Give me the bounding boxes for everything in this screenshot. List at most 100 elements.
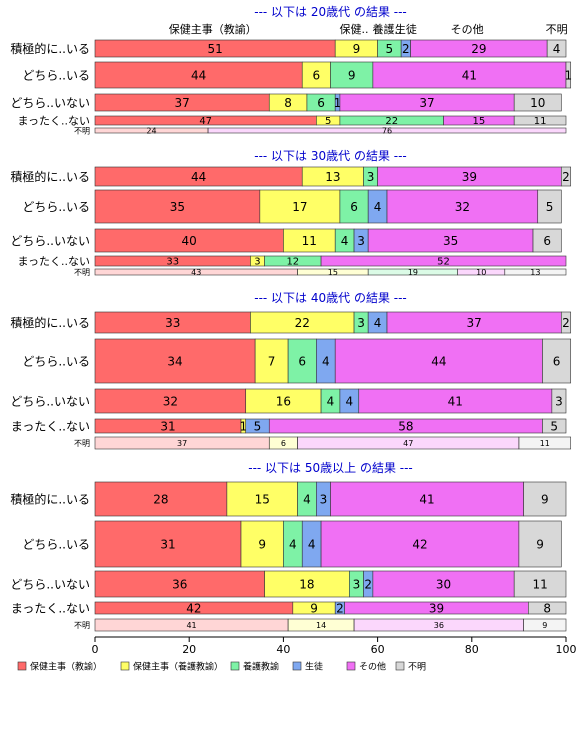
data-label: 2 bbox=[402, 42, 410, 56]
data-label: 33 bbox=[165, 316, 180, 330]
bar-segment-2 bbox=[264, 570, 350, 598]
data-label: 51 bbox=[207, 42, 222, 56]
bar-segment-6 bbox=[537, 189, 562, 224]
bar-segment-6 bbox=[542, 338, 572, 384]
data-label: 3 bbox=[357, 234, 365, 248]
bar-segment-2 bbox=[226, 481, 298, 517]
legend-item: 不明 bbox=[408, 662, 426, 673]
data-label: 41 bbox=[419, 492, 434, 506]
data-label: 22 bbox=[295, 316, 310, 330]
data-label: 3 bbox=[353, 577, 361, 591]
bar-segment-6 bbox=[546, 39, 567, 58]
bar-segment-6 bbox=[504, 268, 567, 276]
legend-swatch bbox=[292, 661, 302, 671]
data-label: 4 bbox=[341, 234, 349, 248]
column-header: 保健.. bbox=[340, 22, 369, 36]
data-label: 4 bbox=[303, 492, 311, 506]
data-label: 29 bbox=[471, 42, 486, 56]
data-label: 5 bbox=[325, 116, 331, 127]
data-label: 36 bbox=[434, 621, 444, 630]
row-label: どちら..いない bbox=[10, 577, 90, 591]
bar-segment-2 bbox=[254, 338, 289, 384]
data-label: 12 bbox=[286, 257, 299, 268]
bar-segment-6 bbox=[542, 418, 567, 434]
bar-segment-6 bbox=[523, 618, 567, 632]
bar-segment-6 bbox=[523, 481, 567, 517]
row-label: まったく..ない bbox=[17, 255, 90, 268]
row-label: 積極的に..いる bbox=[10, 491, 90, 506]
data-label: 9 bbox=[310, 601, 318, 615]
bar-segment-6 bbox=[565, 61, 572, 89]
data-label: 6 bbox=[298, 354, 306, 368]
data-label: 47 bbox=[403, 439, 413, 448]
legend-swatch bbox=[120, 661, 130, 671]
bar-segment-6 bbox=[518, 436, 572, 450]
legend-item: 保健主事（教諭） bbox=[30, 661, 102, 673]
data-label: 42 bbox=[412, 537, 427, 551]
bar-segment-2 bbox=[301, 61, 331, 89]
bar-segment-6 bbox=[513, 115, 567, 126]
data-label: 4 bbox=[346, 394, 354, 408]
data-label: 37 bbox=[467, 316, 482, 330]
data-label: 39 bbox=[429, 601, 444, 615]
data-label: 15 bbox=[472, 116, 485, 127]
panel-title: --- 以下は 40歳代 の結果 --- bbox=[254, 291, 407, 305]
x-tick-label: 100 bbox=[556, 643, 577, 656]
row-label: どちら..いない bbox=[10, 234, 90, 248]
bar-segment-6 bbox=[532, 228, 562, 253]
bar-segment-1 bbox=[94, 388, 247, 414]
data-label: 31 bbox=[160, 537, 175, 551]
data-label: 34 bbox=[167, 354, 182, 368]
data-label: 24 bbox=[146, 126, 156, 135]
row-label: まったく..ない bbox=[11, 601, 90, 615]
data-label: 9 bbox=[536, 537, 544, 551]
row-label: まったく..ない bbox=[11, 419, 90, 433]
data-label: 28 bbox=[153, 492, 168, 506]
legend-item: 養護教諭 bbox=[243, 661, 279, 673]
x-tick-label: 80 bbox=[465, 643, 479, 656]
legend-swatch bbox=[230, 661, 240, 671]
data-label: 31 bbox=[160, 419, 175, 433]
bar-segment-1 bbox=[94, 481, 228, 517]
data-label: 40 bbox=[182, 234, 197, 248]
bar-segment-3 bbox=[287, 338, 317, 384]
data-label: 1 bbox=[565, 68, 573, 82]
data-label: 4 bbox=[374, 200, 382, 214]
legend-item: 保健主事（養護教諭） bbox=[133, 661, 223, 673]
data-label: 44 bbox=[191, 170, 206, 184]
data-label: 18 bbox=[299, 577, 314, 591]
data-label: 3 bbox=[367, 170, 375, 184]
data-label: 4 bbox=[327, 394, 335, 408]
data-label: 15 bbox=[255, 492, 270, 506]
data-label: 39 bbox=[462, 170, 477, 184]
data-label: 47 bbox=[199, 116, 212, 127]
unknown-row-label: 不明 bbox=[74, 268, 90, 277]
unknown-row-label: 不明 bbox=[74, 439, 90, 448]
data-label: 52 bbox=[437, 257, 450, 268]
bar-segment-6 bbox=[528, 601, 567, 615]
row-label: どちら..いない bbox=[10, 394, 90, 408]
data-label: 9 bbox=[348, 68, 356, 82]
data-label: 30 bbox=[436, 577, 451, 591]
panel-title: --- 以下は 30歳代 の結果 --- bbox=[254, 149, 407, 163]
data-label: 6 bbox=[281, 439, 286, 448]
row-label: どちら..いない bbox=[10, 96, 90, 110]
bar-segment-5 bbox=[372, 570, 515, 598]
x-tick-label: 20 bbox=[182, 643, 196, 656]
unknown-row-label: 不明 bbox=[74, 621, 90, 630]
bar-segment-1 bbox=[94, 520, 242, 568]
bar-segment-5 bbox=[330, 481, 524, 517]
data-label: 16 bbox=[276, 394, 291, 408]
legend-swatch bbox=[17, 661, 27, 671]
data-label: 35 bbox=[443, 234, 458, 248]
data-label: 2 bbox=[336, 601, 344, 615]
legend-swatch bbox=[346, 661, 356, 671]
data-label: 19 bbox=[408, 268, 418, 277]
row-label: どちら..いる bbox=[22, 537, 90, 551]
bar-segment-1 bbox=[94, 338, 256, 384]
data-label: 5 bbox=[254, 419, 262, 433]
bar-segment-5 bbox=[386, 189, 539, 224]
data-label: 11 bbox=[302, 234, 317, 248]
data-label: 3 bbox=[555, 394, 563, 408]
